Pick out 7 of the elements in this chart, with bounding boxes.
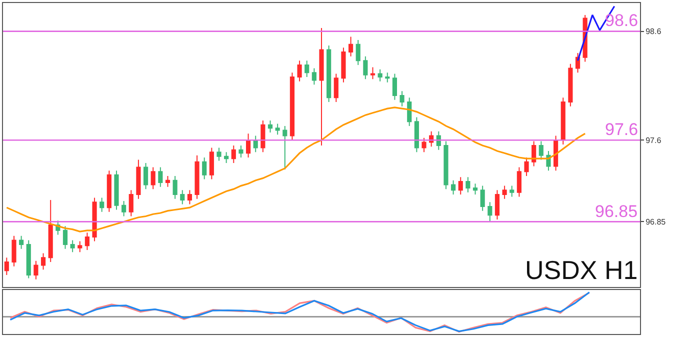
ref-line-label: 98.6: [646, 27, 662, 36]
annotation: USDX H1: [525, 255, 638, 285]
y-tick-label: 96.85: [595, 202, 638, 221]
ref-line-label: 96.85: [646, 218, 666, 227]
ref-line-label: 97.6: [646, 136, 662, 145]
y-tick-label: 98.6: [605, 11, 638, 30]
y-tick-label: 97.6: [605, 120, 638, 139]
